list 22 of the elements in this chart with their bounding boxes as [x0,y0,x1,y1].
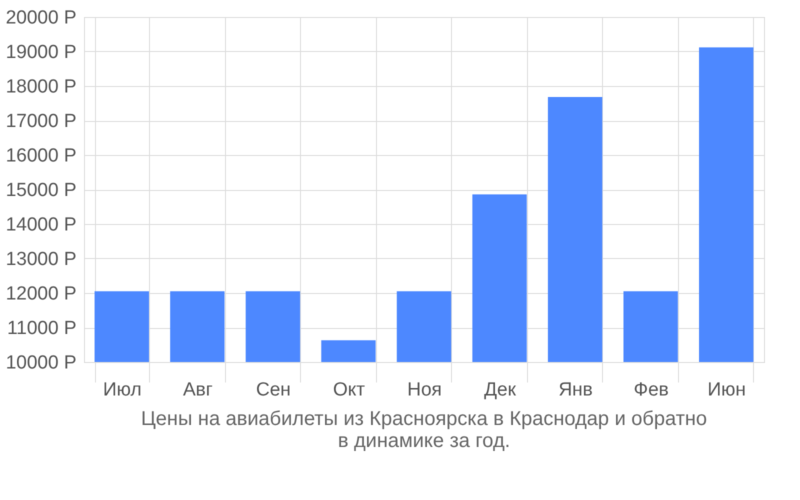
x-tick-label: Окт [332,380,366,400]
y-tick-label: 11000 Р [7,318,76,339]
y-tick-label: 17000 Р [6,111,76,132]
y-tick-label: 19000 Р [6,42,76,63]
text: в динамике за год. [338,430,510,452]
x-tick-label: Фев [634,380,669,400]
y-tick-label: 20000 Р [6,8,76,28]
y-tick-label: 12000 Р [6,284,76,304]
x-tick-label: Ноя [407,380,442,400]
x-tick-label: Авг [182,380,213,400]
x-tick-label: Янв [558,380,593,400]
x-tick-label: Дек [484,380,517,400]
y-tick-label: 14000 Р [6,214,76,236]
text: Цены на авиабилеты из Красноярска в Краснодар и обратно [140,408,708,430]
x-tick-label: Июл [102,380,142,400]
y-tick-label: 15000 Р [6,180,76,201]
x-tick-label: Сен [256,380,291,400]
y-tick-label: 16000 Р [6,146,76,166]
y-tick-label: 18000 Р [6,76,76,98]
y-tick-label: 13000 Р [6,249,76,270]
y-tick-label: 10000 Р [6,352,76,374]
x-tick-label: Июн [708,380,746,400]
